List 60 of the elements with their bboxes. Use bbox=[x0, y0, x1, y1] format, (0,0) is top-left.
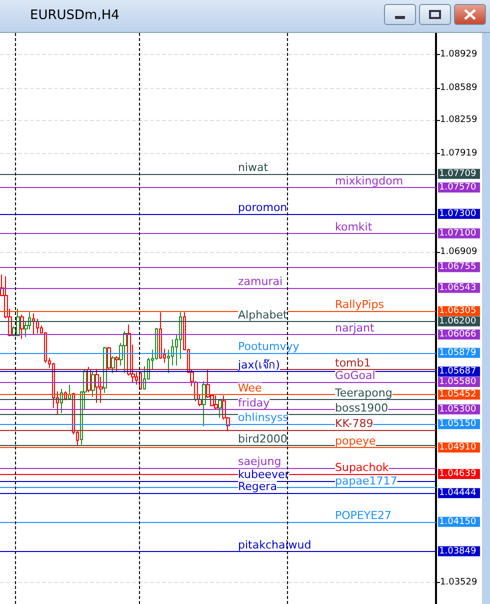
text: 1.05452 bbox=[439, 390, 476, 400]
y-tick-label: 1.08929 bbox=[440, 50, 478, 60]
text: 1.07100 bbox=[439, 228, 476, 238]
ref-line-label: niwat bbox=[238, 160, 269, 174]
text: 1.07570 bbox=[439, 182, 476, 192]
ref-line-label: ohlinsyss bbox=[238, 411, 289, 424]
text: 1.07300 bbox=[439, 208, 476, 219]
ref-line-label: mixkingdom bbox=[335, 174, 404, 188]
text: 1.05150 bbox=[439, 419, 476, 430]
ref-line-label: Regera bbox=[238, 480, 277, 494]
y-tick-label: 1.03529 bbox=[440, 578, 478, 588]
ref-line-label: papae1717 bbox=[335, 474, 398, 488]
ref-line-label: boss1900 bbox=[335, 401, 388, 414]
text: 1.04444 bbox=[439, 488, 476, 498]
ref-line-label: saejung bbox=[238, 455, 282, 468]
text: 1.06200 bbox=[439, 316, 476, 326]
text: 1.05879 bbox=[439, 348, 476, 358]
ref-line-label: Alphabet bbox=[238, 308, 288, 322]
ref-line-label: Wee bbox=[238, 382, 262, 395]
text: 1.06305 bbox=[439, 306, 476, 316]
y-tick-label: 1.08259 bbox=[440, 115, 478, 126]
ref-line-label: narjant bbox=[335, 322, 376, 335]
ref-line-label: pitakchaiwud bbox=[238, 538, 312, 552]
ref-line-label: jax(เจ๊ก) bbox=[237, 358, 280, 372]
candlestick bbox=[159, 312, 162, 360]
candlestick bbox=[36, 318, 39, 334]
text: 1.03849 bbox=[439, 546, 476, 556]
text: 1.06066 bbox=[439, 330, 476, 340]
y-tick-label: 1.07919 bbox=[440, 148, 478, 158]
ref-line-label: Pootumvyy bbox=[238, 340, 300, 353]
ref-line-label: kubeever bbox=[238, 468, 290, 481]
candlestick bbox=[16, 308, 20, 337]
text: 1.06543 bbox=[439, 282, 476, 293]
candlestick bbox=[32, 313, 35, 336]
text: 1.05300 bbox=[439, 404, 476, 414]
ref-line-label: popeye bbox=[335, 434, 376, 448]
ref-line-label: bird2000 bbox=[238, 432, 288, 446]
ref-line-label: friday bbox=[238, 396, 270, 410]
text: 1.04910 bbox=[439, 442, 476, 453]
text: 1.05580 bbox=[439, 377, 476, 388]
text: 1.04150 bbox=[439, 516, 476, 527]
candlestick bbox=[218, 399, 222, 418]
y-tick-label: 1.06909 bbox=[440, 247, 478, 258]
ref-line-label: poromon bbox=[238, 200, 288, 214]
ref-line-label: POPEYE27 bbox=[335, 508, 392, 522]
text: 1.06755 bbox=[439, 262, 476, 272]
ref-line-label: komkit bbox=[335, 220, 373, 234]
chart-title: EURUSDm,H4 bbox=[30, 8, 120, 23]
text: 1.05687 bbox=[439, 366, 476, 377]
ref-line-label: GoGoal bbox=[335, 369, 376, 382]
ref-line-label: zamurai bbox=[238, 274, 283, 288]
ref-line-label: Supachok bbox=[335, 461, 390, 474]
ref-line-label: Teerapong bbox=[334, 386, 392, 400]
ref-line-label: tomb1 bbox=[335, 356, 371, 370]
ref-line-label: RallyPips bbox=[335, 298, 384, 312]
y-tick-label: 1.08589 bbox=[440, 82, 478, 93]
candlestick bbox=[95, 368, 99, 404]
text: 1.04639 bbox=[439, 469, 476, 480]
ref-line-label: KK-789 bbox=[335, 416, 374, 430]
text: 1.07709 bbox=[439, 168, 476, 179]
